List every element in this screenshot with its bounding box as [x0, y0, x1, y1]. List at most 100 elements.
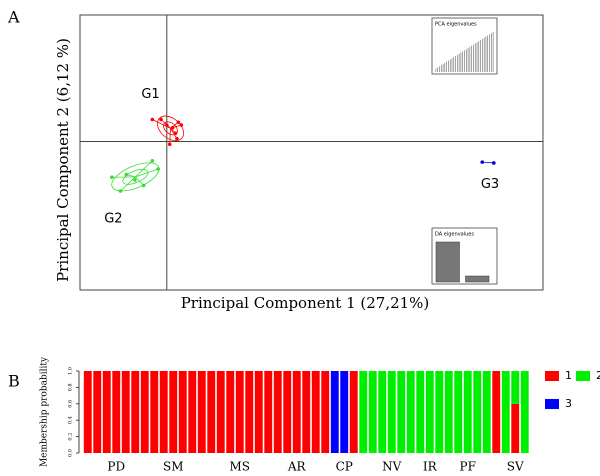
point — [150, 158, 155, 163]
eigenvalue-bar — [455, 56, 456, 72]
membership-bar — [207, 371, 216, 453]
legend-label: 2 — [596, 369, 600, 382]
membership-bar — [121, 371, 130, 453]
eigenvalue-bar — [489, 34, 490, 72]
eigenvalue-bar — [448, 60, 449, 72]
point — [176, 120, 181, 125]
population-label: IR — [423, 460, 438, 474]
point — [175, 136, 179, 141]
point — [124, 172, 129, 177]
link — [135, 176, 144, 186]
eigenvalue-bar — [439, 66, 440, 72]
membership-bar — [197, 371, 206, 453]
eigenvalue-bar — [460, 52, 462, 72]
membership-bar — [340, 371, 349, 453]
y-axis-label: Principal Component 2 (6,12 %) — [54, 38, 72, 282]
eigenvalue-bar — [467, 48, 469, 72]
membership-bar — [321, 371, 330, 453]
membership-bar — [359, 371, 368, 453]
membership-bar — [264, 371, 273, 453]
eigenvalue-bar — [435, 68, 437, 72]
group-ellipse — [111, 162, 160, 192]
eigenvalue-bar — [492, 32, 494, 72]
legend-swatch — [545, 399, 559, 409]
membership-bar — [131, 371, 140, 453]
x-axis-label: Principal Component 1 (27,21%) — [181, 294, 430, 312]
point — [156, 167, 160, 171]
eigenvalue-bar — [474, 43, 476, 72]
membership-bar — [188, 371, 197, 453]
population-label: MS — [229, 460, 250, 474]
eigenvalue-bar — [462, 51, 463, 72]
legend-swatch — [576, 371, 590, 381]
eigenvalue-bar — [457, 54, 458, 72]
inset-title: DA eigenvalues — [435, 232, 474, 238]
point — [179, 123, 184, 127]
panel-label: A — [7, 8, 20, 27]
point — [150, 117, 155, 122]
membership-bar — [454, 371, 463, 453]
population-label: NV — [382, 460, 402, 474]
membership-bar — [302, 371, 311, 453]
membership-bar — [492, 371, 501, 453]
membership-bar — [463, 371, 472, 453]
population-label: SM — [163, 460, 184, 474]
eigenvalue-bar — [469, 46, 471, 72]
link — [170, 128, 178, 139]
population-label: PF — [460, 460, 476, 474]
eigenvalue-bar — [480, 40, 481, 72]
inset-title: PCA eigenvalues — [435, 22, 477, 28]
link — [135, 168, 159, 178]
point — [118, 189, 123, 193]
group-ellipse — [157, 115, 184, 142]
point — [173, 131, 178, 136]
membership-bar — [169, 371, 178, 453]
membership-bar — [397, 371, 406, 453]
membership-bar — [349, 371, 358, 453]
eigenvalue-bar — [453, 57, 455, 72]
population-label: CP — [336, 460, 353, 474]
membership-bar — [93, 371, 102, 453]
eigenvalue-bar — [458, 53, 460, 72]
membership-bar — [245, 371, 254, 453]
group-label: G3 — [481, 177, 499, 192]
y-tick-label: 0.8 — [68, 383, 74, 391]
y-tick-label: 0.2 — [68, 433, 74, 441]
membership-bar — [330, 371, 339, 453]
membership-bar — [254, 371, 263, 453]
point — [167, 142, 172, 147]
membership-bar — [235, 371, 244, 453]
membership-bar — [311, 371, 320, 453]
eigenvalue-bar — [464, 50, 465, 72]
membership-bar — [83, 371, 92, 453]
link — [152, 119, 171, 129]
membership-bar — [273, 371, 282, 453]
membership-bar — [216, 371, 225, 453]
group-label: G1 — [141, 87, 159, 102]
eigenvalue-bar — [440, 65, 442, 72]
eigenvalue-bar — [451, 58, 453, 72]
membership-bar — [511, 403, 520, 453]
membership-bar — [178, 371, 187, 453]
eigenvalue-bar — [465, 275, 490, 283]
membership-bar — [482, 371, 491, 453]
link — [135, 160, 153, 178]
membership-bar — [140, 371, 149, 453]
eigenvalue-bar — [442, 64, 444, 72]
eigenvalue-bar — [449, 59, 451, 72]
eigenvalue-bar — [476, 42, 478, 72]
plot-frame — [79, 14, 544, 291]
membership-bar — [444, 371, 453, 453]
membership-bar — [150, 371, 159, 453]
legend-label: 3 — [565, 397, 572, 410]
membership-bar — [159, 371, 168, 453]
link — [169, 128, 171, 145]
point — [133, 178, 137, 182]
membership-bar — [416, 371, 425, 453]
membership-bar — [511, 371, 520, 404]
population-label: PD — [107, 460, 125, 474]
eigenvalue-bar — [491, 33, 492, 72]
y-tick-label: 1.0 — [68, 367, 74, 375]
eigenvalue-bar — [478, 41, 480, 72]
